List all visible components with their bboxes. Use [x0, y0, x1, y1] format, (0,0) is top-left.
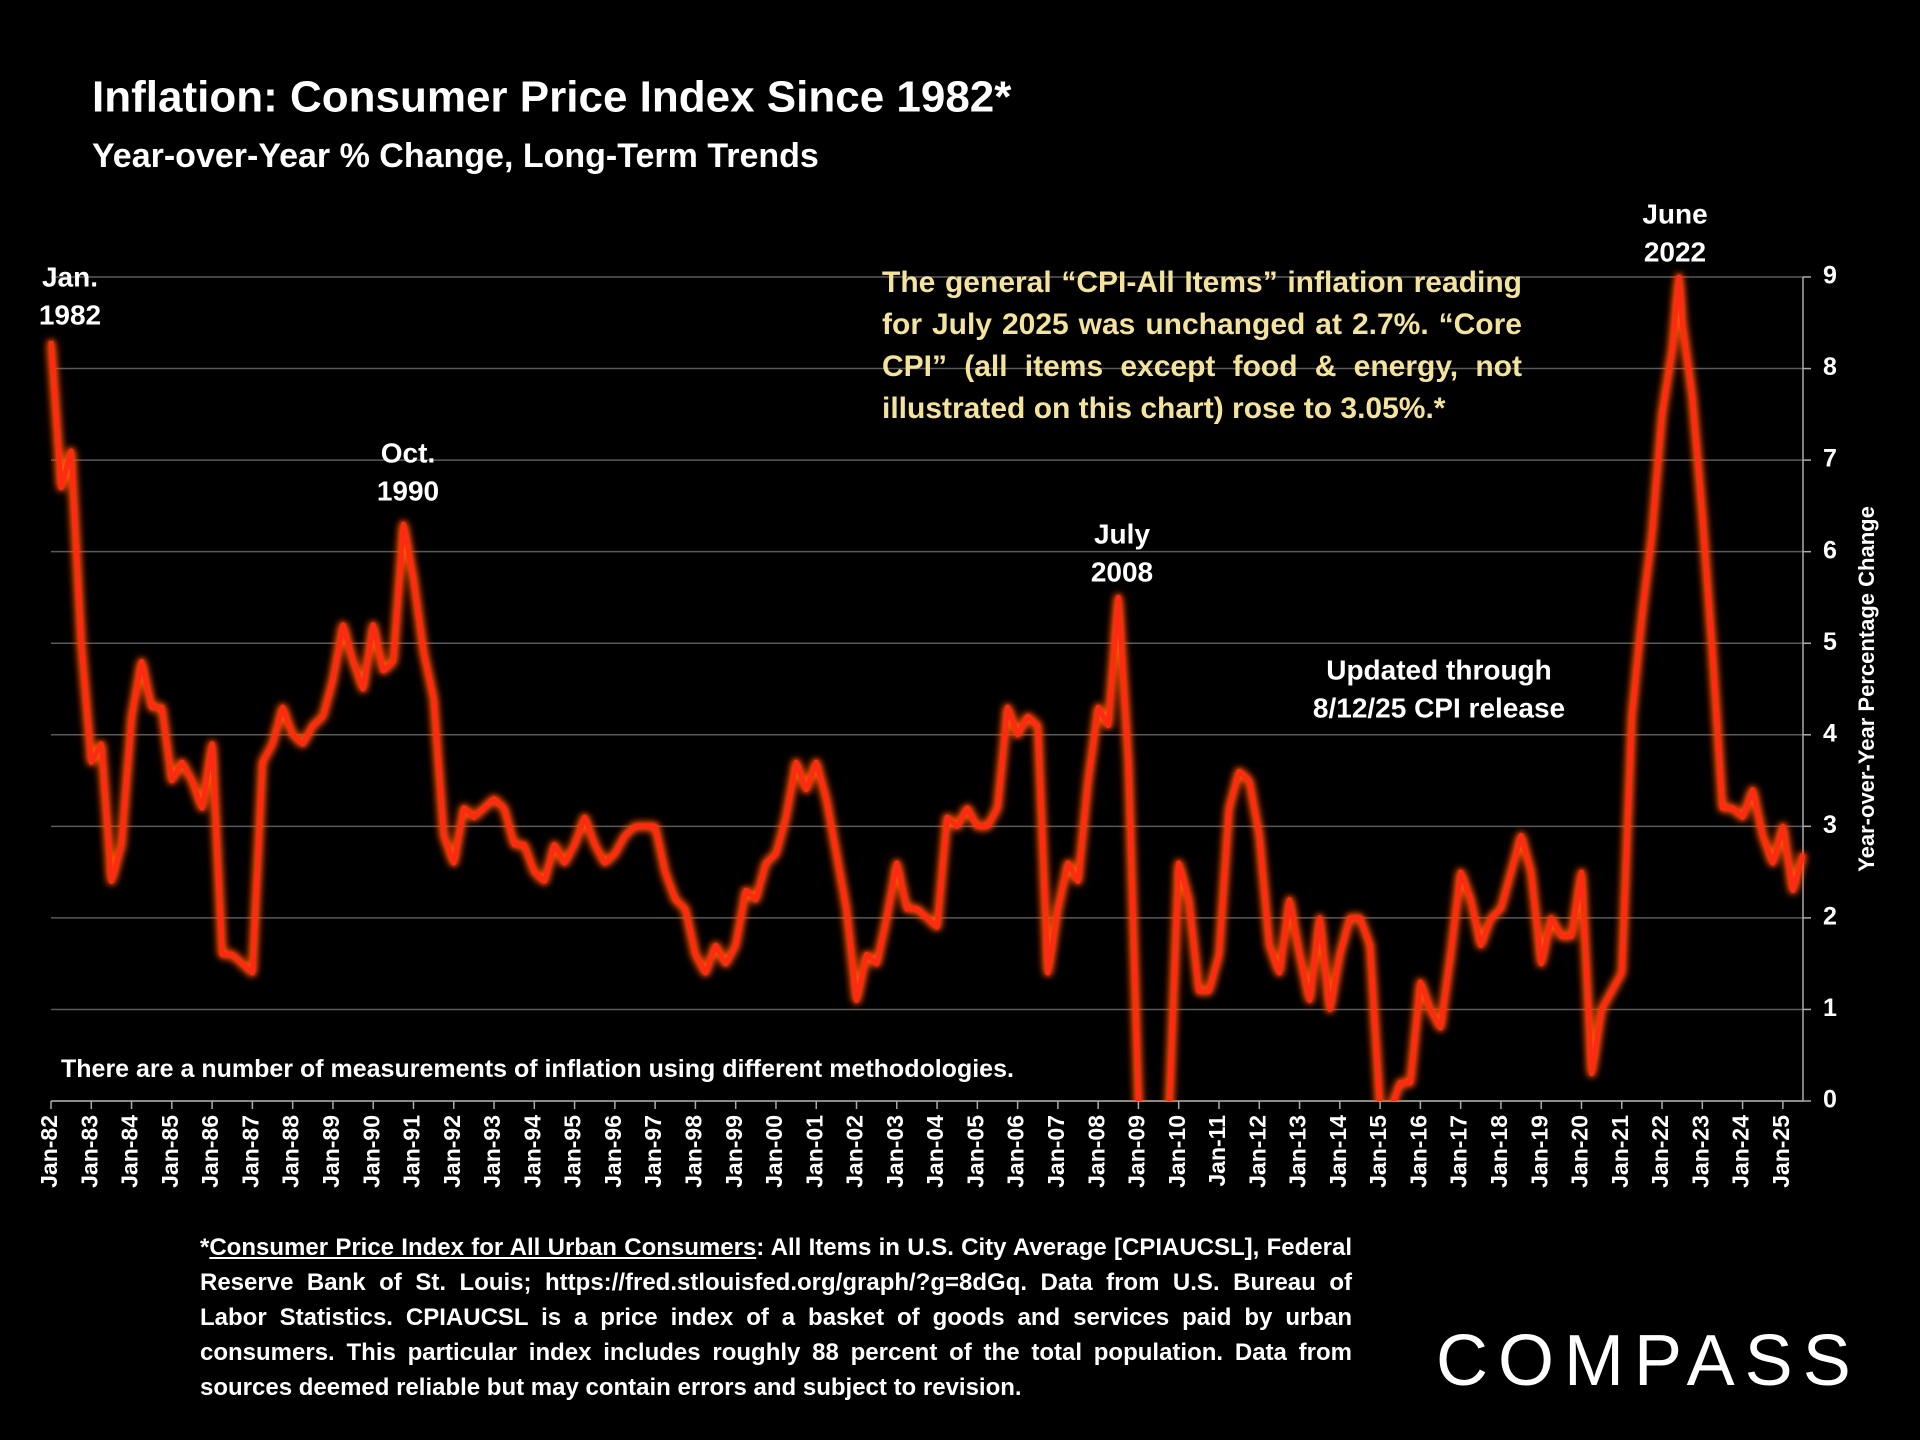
x-tick-label: Jan-12	[1244, 1115, 1270, 1188]
cpi-line	[48, 274, 1806, 1101]
y-tick-label: 2	[1823, 902, 1837, 930]
x-tick-label: Jan-96	[600, 1115, 626, 1188]
x-tick-label: Jan-89	[318, 1115, 344, 1188]
x-tick-label: Jan-94	[519, 1115, 545, 1188]
footnote-text: : All Items in U.S. City Average [CPIAUC…	[200, 1234, 1352, 1401]
annotation: July	[1094, 518, 1150, 549]
x-tick-label: Jan-90	[358, 1115, 384, 1188]
x-tick-label: Jan-07	[1043, 1115, 1069, 1188]
annotation: 8/12/25 CPI release	[1313, 692, 1565, 723]
footnote: *Consumer Price Index for All Urban Cons…	[200, 1230, 1352, 1405]
x-tick-label: Jan-87	[237, 1115, 263, 1188]
x-tick-label: Jan-93	[479, 1115, 505, 1188]
y-tick-label: 8	[1823, 353, 1837, 381]
annotation: Updated through	[1326, 654, 1552, 685]
note: The general “CPI-All Items” inflation re…	[882, 266, 1522, 425]
x-tick-label: Jan-19	[1526, 1115, 1552, 1188]
x-tick-label: Jan-10	[1164, 1115, 1190, 1188]
x-tick-label: Jan-88	[278, 1115, 304, 1188]
plot	[48, 274, 1806, 1101]
x-tick-label: Jan-08	[1083, 1115, 1109, 1188]
chart-subtitle: Year-over-Year % Change, Long-Term Trend…	[92, 137, 819, 175]
x-tick-label: Jan-00	[761, 1115, 787, 1188]
annotation: 1990	[377, 475, 439, 506]
annotation: June	[1642, 198, 1707, 229]
footnote-prefix: *	[200, 1234, 210, 1261]
x-tick-label: Jan-24	[1728, 1115, 1754, 1188]
x-tick-label: Jan-85	[157, 1115, 183, 1188]
x-tick-label: Jan-86	[197, 1115, 223, 1188]
annotation: Oct.	[381, 437, 435, 468]
x-tick-label: Jan-83	[76, 1115, 102, 1188]
x-tick-label: Jan-06	[1003, 1115, 1029, 1188]
y-tick-label: 0	[1823, 1086, 1837, 1114]
x-tick-label: Jan-21	[1607, 1115, 1633, 1188]
x-tick-label: Jan-82	[36, 1115, 62, 1188]
x-tick-label: Jan-18	[1486, 1115, 1512, 1188]
x-tick-label: Jan-03	[882, 1115, 908, 1188]
x-tick-label: Jan-04	[922, 1115, 948, 1188]
y-axis-label: Year-over-Year Percentage Change	[1854, 506, 1879, 872]
y-tick-label: 4	[1823, 719, 1837, 747]
x-tick-label: Jan-84	[117, 1115, 143, 1188]
x-tick-label: Jan-20	[1567, 1115, 1593, 1188]
logo: COMPASS	[1436, 1321, 1861, 1401]
x-tick-label: Jan-05	[962, 1115, 988, 1188]
y-tick-label: 7	[1823, 445, 1837, 473]
chart-title: Inflation: Consumer Price Index Since 19…	[92, 73, 1012, 122]
y-tick-label: 3	[1823, 811, 1837, 839]
x-tick-label: Jan-01	[801, 1115, 827, 1188]
x-tick-label: Jan-17	[1446, 1115, 1472, 1188]
x-tick-label: Jan-11	[1204, 1115, 1230, 1187]
y-tick-label: 6	[1823, 536, 1837, 564]
x-tick-label: Jan-92	[439, 1115, 465, 1188]
footnote-link: Consumer Price Index for All Urban Consu…	[209, 1234, 757, 1261]
x-tick-label: Jan-95	[560, 1115, 586, 1188]
x-tick-label: Jan-09	[1124, 1115, 1150, 1188]
x-tick-label: Jan-13	[1285, 1115, 1311, 1188]
annotation: 2008	[1091, 556, 1153, 587]
annotation: 2022	[1644, 236, 1706, 267]
x-tick-label: Jan-02	[842, 1115, 868, 1188]
labels: 0 1 2 3 4 5 6 7 8 9 Year-over-Year Percentage Chan…	[36, 198, 1879, 1187]
y-tick-label: 1	[1823, 994, 1837, 1022]
annotation: Jan.	[42, 261, 98, 292]
y-tick-label: 9	[1823, 262, 1837, 290]
x-tick-label: Jan-91	[399, 1115, 425, 1188]
x-tick-label: Jan-14	[1325, 1115, 1351, 1188]
x-tick-label: Jan-97	[640, 1115, 666, 1188]
x-tick-label: Jan-22	[1647, 1115, 1673, 1188]
x-tick-label: Jan-99	[721, 1115, 747, 1188]
x-tick-label: Jan-15	[1365, 1115, 1391, 1188]
annotation: 1982	[39, 299, 101, 330]
x-tick-label: Jan-25	[1768, 1115, 1794, 1188]
x-tick-label: Jan-98	[680, 1115, 706, 1188]
methodology-note: There are a number of measurements of in…	[61, 1055, 1014, 1083]
y-tick-label: 5	[1823, 628, 1837, 656]
x-tick-label: Jan-16	[1405, 1115, 1431, 1188]
x-tick-label: Jan-23	[1687, 1115, 1713, 1188]
